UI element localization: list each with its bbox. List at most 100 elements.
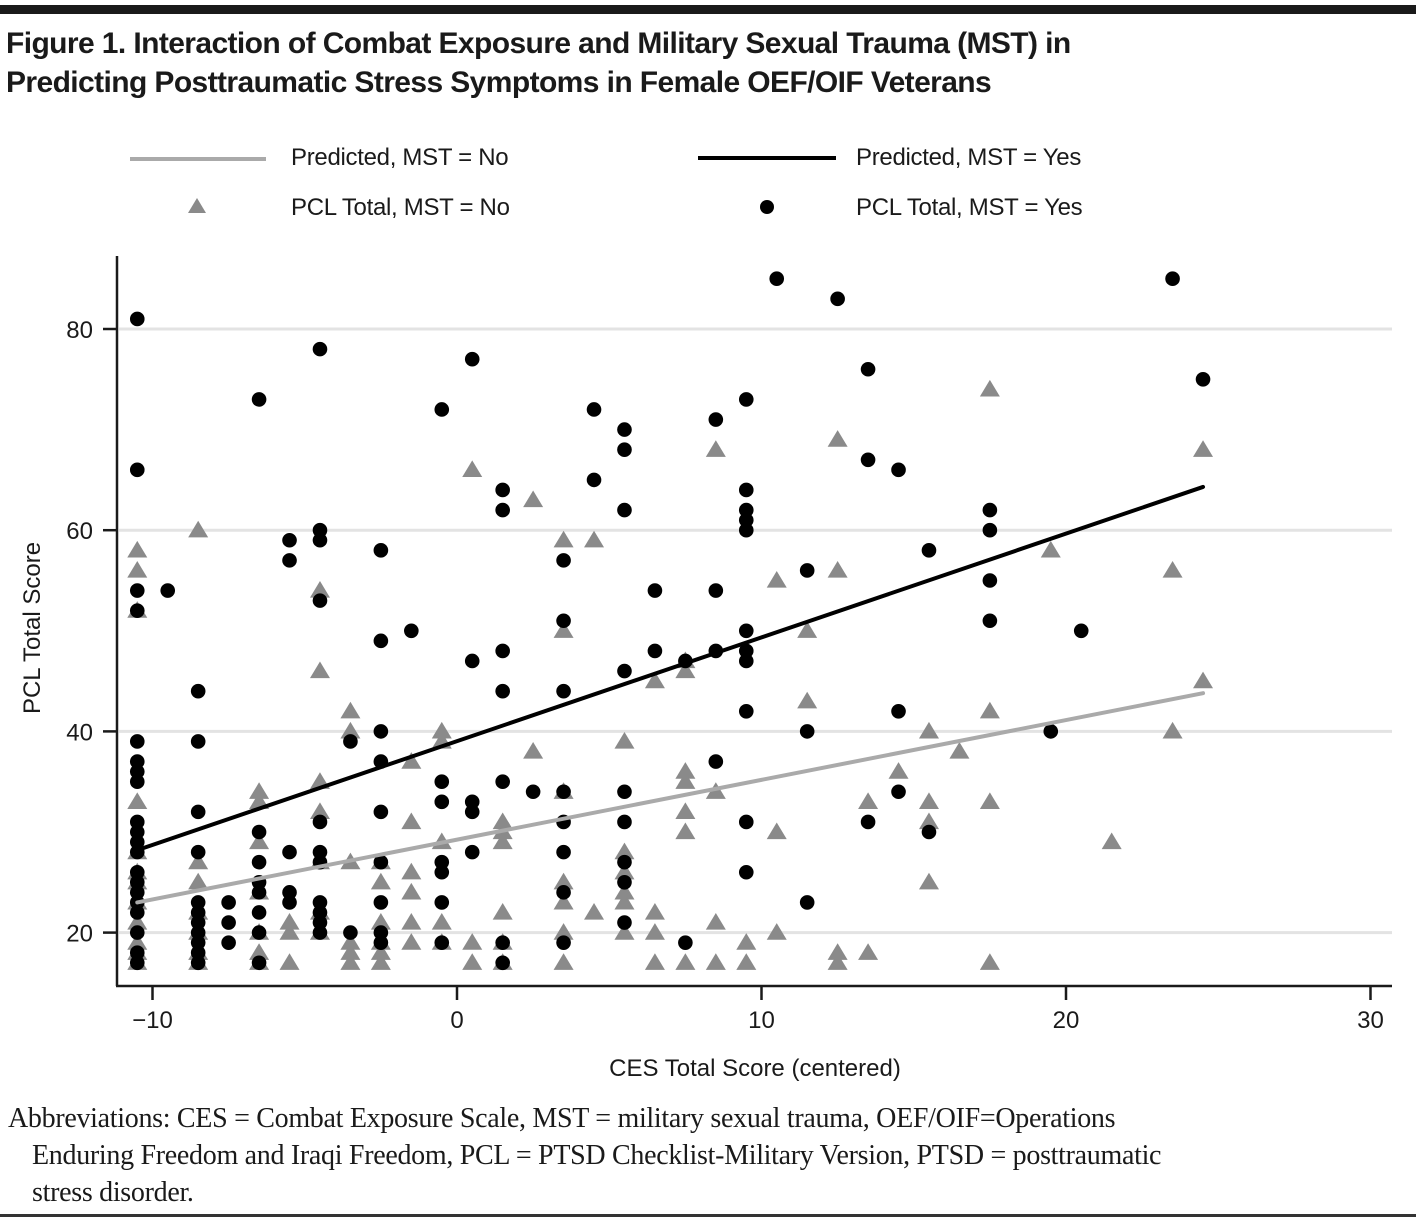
data-point-mst-no <box>492 812 513 830</box>
y-tick-label: 60 <box>66 518 93 545</box>
data-point-mst-yes <box>251 885 267 900</box>
data-point-mst-yes <box>434 774 450 789</box>
data-point-mst-no <box>675 802 696 820</box>
data-point-mst-yes <box>282 553 297 568</box>
x-tick-label: 0 <box>450 1007 463 1034</box>
data-point-mst-no <box>309 661 330 679</box>
data-point-mst-yes <box>373 633 389 649</box>
data-point-mst-no <box>553 892 574 910</box>
figure-caption: Abbreviations: CES = Combat Exposure Sca… <box>8 1100 1408 1211</box>
x-tick-label: 30 <box>1357 1007 1384 1034</box>
data-point-mst-yes <box>434 854 450 870</box>
data-point-mst-no <box>644 671 665 689</box>
data-point-mst-yes <box>373 854 389 870</box>
data-point-mst-yes <box>251 824 267 840</box>
figure-title-line-2: Predicting Posttraumatic Stress Symptoms… <box>6 66 992 99</box>
data-point-mst-no <box>401 812 422 830</box>
data-point-mst-yes <box>343 925 358 940</box>
data-point-mst-no <box>249 782 270 799</box>
data-point-mst-yes <box>129 824 145 840</box>
data-point-mst-yes <box>982 502 998 518</box>
data-point-mst-yes <box>556 844 571 860</box>
data-point-mst-yes <box>982 522 998 538</box>
data-point-mst-yes <box>343 734 358 749</box>
triangle-marker-icon <box>188 198 206 213</box>
data-point-mst-yes <box>495 502 510 518</box>
data-point-mst-yes <box>769 271 785 287</box>
data-point-mst-yes <box>190 844 206 860</box>
data-point-mst-no <box>584 530 605 548</box>
data-point-mst-yes <box>738 814 754 830</box>
y-tick-label: 40 <box>66 719 93 746</box>
data-point-mst-no <box>1162 560 1183 578</box>
data-point-mst-no <box>249 943 270 960</box>
data-point-mst-no <box>614 731 635 749</box>
chart-legend: Predicted, MST = No Predicted, MST = Yes… <box>0 130 1416 230</box>
data-point-mst-no <box>675 661 696 679</box>
data-point-mst-yes <box>251 392 267 407</box>
data-point-mst-yes <box>373 543 389 558</box>
data-point-mst-no <box>462 953 483 970</box>
data-point-mst-no <box>1193 440 1214 457</box>
data-point-mst-yes <box>617 814 632 830</box>
data-point-mst-no <box>279 953 300 970</box>
data-point-mst-yes <box>282 844 297 860</box>
data-point-mst-yes <box>129 905 145 920</box>
data-point-mst-yes <box>708 412 724 427</box>
data-point-mst-no <box>736 933 757 950</box>
data-point-mst-yes <box>708 583 724 598</box>
data-point-mst-yes <box>738 623 754 639</box>
data-point-mst-no <box>979 379 1000 397</box>
circle-marker-icon <box>760 200 774 214</box>
data-point-mst-yes <box>1165 271 1180 287</box>
data-point-mst-no <box>188 852 209 870</box>
data-point-mst-yes <box>982 613 998 629</box>
data-point-mst-yes <box>312 915 328 930</box>
data-point-mst-yes <box>495 643 510 659</box>
data-point-mst-no <box>188 872 209 890</box>
y-axis-title: PCL Total Score <box>19 542 46 714</box>
data-point-mst-no <box>736 953 757 970</box>
data-point-mst-no <box>644 902 665 920</box>
data-point-mst-no <box>401 913 422 930</box>
data-point-mst-no <box>888 762 909 779</box>
data-point-mst-no <box>431 913 452 930</box>
data-point-mst-yes <box>799 895 815 910</box>
data-point-mst-yes <box>617 442 632 458</box>
data-point-mst-no <box>127 792 148 809</box>
data-point-mst-no <box>340 953 361 970</box>
data-point-mst-yes <box>799 563 815 578</box>
series-observed-mst-yes <box>129 271 1211 971</box>
data-point-mst-yes <box>586 472 602 488</box>
data-point-mst-yes <box>556 613 571 629</box>
data-point-mst-yes <box>129 583 145 598</box>
data-point-mst-no <box>340 943 361 960</box>
data-point-mst-no <box>370 943 391 960</box>
legend-swatch-line-black <box>698 156 836 160</box>
data-point-mst-no <box>188 520 209 538</box>
data-point-mst-yes <box>312 341 328 357</box>
data-point-mst-yes <box>738 392 754 407</box>
data-point-mst-yes <box>373 935 389 950</box>
x-tick-label: 20 <box>1053 1007 1080 1034</box>
data-point-mst-yes <box>312 905 328 920</box>
predicted-lines <box>135 484 1206 905</box>
data-point-mst-yes <box>190 905 206 920</box>
data-point-mst-yes <box>617 854 632 870</box>
data-point-mst-yes <box>860 361 876 377</box>
data-point-mst-yes <box>404 623 419 639</box>
data-point-mst-no <box>675 762 696 779</box>
ticks: 20 40 60 80 −10 0 10 20 30 <box>66 317 1384 1034</box>
caption-line-2: Enduring Freedom and Iraqi Freedom, PCL … <box>32 1140 1162 1171</box>
data-point-mst-no <box>462 933 483 950</box>
data-point-mst-no <box>553 872 574 890</box>
data-point-mst-yes <box>891 784 906 800</box>
data-point-mst-no <box>675 953 696 970</box>
data-point-mst-no <box>614 923 635 940</box>
data-point-mst-yes <box>282 532 297 548</box>
data-point-mst-yes <box>190 945 206 961</box>
data-point-mst-no <box>279 913 300 930</box>
data-point-mst-yes <box>129 754 145 769</box>
data-point-mst-no <box>1040 540 1061 558</box>
data-point-mst-yes <box>434 864 450 880</box>
